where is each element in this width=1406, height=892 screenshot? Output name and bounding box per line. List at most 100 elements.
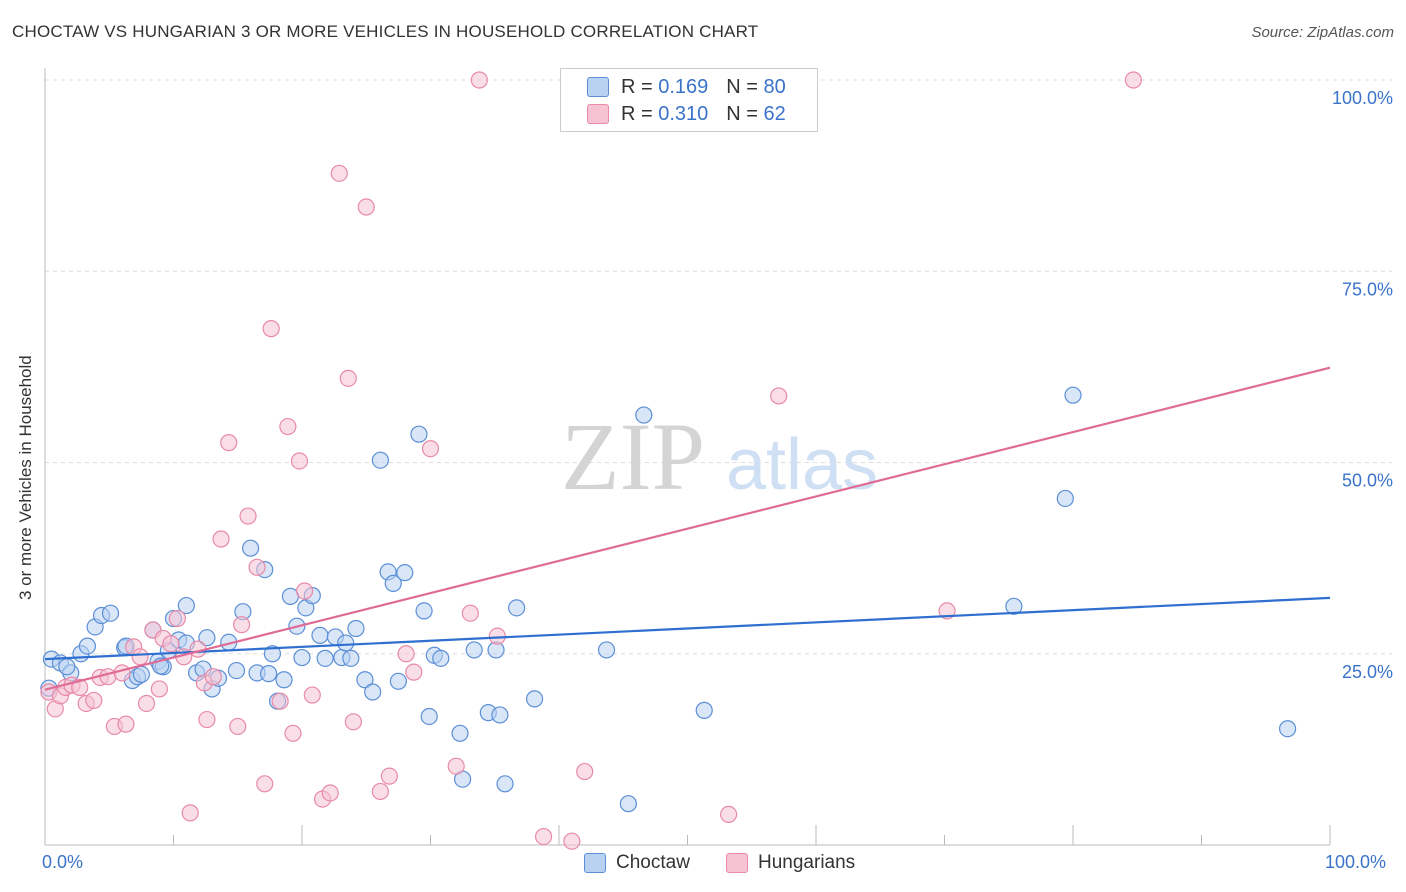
- choctaw-point: [695, 701, 713, 719]
- hungarian-point: [421, 440, 440, 458]
- choctaw-point: [259, 665, 278, 683]
- choctaw-point: [396, 564, 414, 582]
- legend-r-label: R =: [621, 102, 653, 125]
- choctaw-point: [198, 629, 216, 647]
- bottom-legend-swatch-hungarians: [726, 853, 748, 873]
- choctaw-point: [263, 645, 282, 663]
- hungarian-point: [488, 627, 506, 645]
- hungarian-point: [131, 648, 149, 666]
- choctaw-point: [1056, 489, 1074, 508]
- hungarian-point: [339, 369, 357, 387]
- hungarian-point: [321, 784, 339, 802]
- choctaw-point: [420, 707, 438, 726]
- choctaw-point: [635, 406, 653, 424]
- legend-r-label: R =: [621, 75, 653, 98]
- bottom-legend-hungarians: Hungarians: [726, 852, 855, 874]
- choctaw-point: [101, 604, 120, 622]
- hungarian-point: [470, 71, 488, 89]
- hungarian-point: [239, 507, 257, 525]
- hungarian-point: [461, 604, 479, 622]
- choctaw-point: [619, 795, 637, 813]
- hungarian-point: [168, 609, 186, 628]
- hungarian-point: [405, 663, 423, 681]
- choctaw-point: [227, 661, 246, 680]
- choctaw-point: [451, 724, 469, 742]
- legend-n-value: 80: [763, 75, 786, 98]
- hungarian-point: [117, 715, 135, 733]
- y-tick-label: 75.0%: [1342, 279, 1393, 299]
- hungarian-point: [137, 694, 156, 713]
- hungarian-point: [290, 452, 309, 470]
- x-tick-label-min: 0.0%: [42, 852, 84, 872]
- hungarian-point: [330, 164, 348, 182]
- bottom-legend-choctaw: Choctaw: [584, 852, 690, 874]
- hungarians-trend-line: [44, 366, 1331, 691]
- bottom-legend-label-hungarians: Hungarians: [758, 852, 856, 873]
- y-tick-label: 50.0%: [1342, 471, 1393, 491]
- choctaw-point: [496, 775, 514, 793]
- choctaw-point: [242, 539, 260, 557]
- hungarian-point: [162, 635, 180, 653]
- choctaw-point: [337, 634, 355, 652]
- y-tick-label: 25.0%: [1342, 662, 1393, 682]
- choctaw-point: [347, 619, 365, 638]
- choctaw-trend-line: [44, 596, 1331, 661]
- choctaw-point: [491, 706, 509, 724]
- choctaw-point: [597, 641, 616, 659]
- hungarian-point: [71, 678, 89, 697]
- legend-row-hungarians: R = 0.310 N = 62: [587, 102, 786, 126]
- legend: R = 0.169 N = 80 R = 0.310 N = 62: [560, 68, 818, 132]
- hungarian-point: [720, 805, 738, 824]
- source-label: Source: ZipAtlas.com: [1251, 24, 1394, 41]
- choctaw-point: [389, 672, 407, 690]
- choctaw-point: [293, 648, 311, 667]
- legend-row-choctaw: R = 0.169 N = 80: [587, 75, 786, 99]
- hungarian-point: [99, 668, 117, 686]
- choctaw-point: [384, 574, 402, 592]
- hungarian-point: [576, 762, 594, 781]
- choctaw-point: [465, 641, 483, 659]
- hungarian-point: [770, 387, 788, 405]
- choctaw-point: [316, 649, 334, 667]
- hungarian-point: [85, 691, 103, 710]
- hungarian-point: [248, 558, 266, 576]
- axes: [44, 68, 1331, 846]
- hungarian-point: [534, 827, 553, 846]
- hungarian-point: [181, 804, 199, 822]
- choctaw-point: [525, 690, 544, 708]
- watermark-atlas: atlas: [726, 425, 878, 505]
- hungarian-point: [380, 767, 398, 785]
- x-tick-label-max: 100.0%: [1325, 852, 1387, 872]
- choctaw-point: [371, 451, 389, 469]
- bottom-legend-label-choctaw: Choctaw: [616, 852, 690, 873]
- choctaw-point: [275, 671, 293, 689]
- hungarian-point: [279, 417, 297, 436]
- choctaw-point: [1005, 597, 1023, 615]
- hungarian-point: [344, 713, 362, 731]
- trend-lines: [44, 366, 1331, 691]
- choctaw-point: [177, 596, 195, 615]
- hungarian-point: [256, 775, 274, 793]
- hungarian-point: [563, 832, 581, 850]
- grid-lines: [45, 79, 1392, 655]
- hungarian-point: [271, 692, 289, 710]
- choctaw-point: [364, 683, 382, 701]
- hungarian-point: [150, 680, 168, 698]
- legend-r-value: 0.310: [658, 102, 709, 125]
- choctaw-point: [132, 665, 150, 684]
- legend-swatch-hungarians: [587, 104, 609, 124]
- hungarian-point: [371, 782, 389, 801]
- choctaw-point: [58, 658, 76, 676]
- hungarian-point: [447, 757, 465, 775]
- hungarian-point: [220, 434, 238, 452]
- hungarian-point: [204, 668, 222, 686]
- hungarian-point: [357, 198, 375, 216]
- bottom-legend-swatch-choctaw: [584, 853, 606, 873]
- y-tick-label: 100.0%: [1332, 88, 1393, 108]
- choctaw-point: [410, 425, 428, 443]
- choctaw-point: [432, 649, 450, 667]
- watermark-zip: ZIP: [561, 403, 705, 510]
- hungarian-point: [229, 717, 247, 736]
- hungarian-point: [303, 686, 321, 704]
